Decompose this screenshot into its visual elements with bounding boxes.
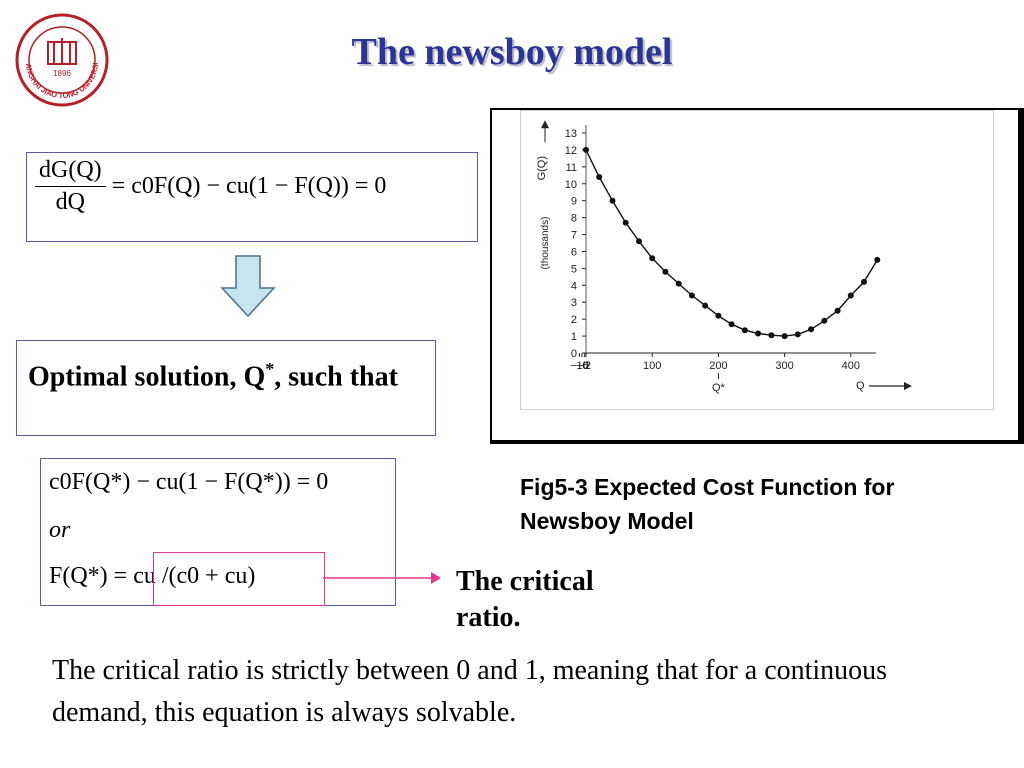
data-point xyxy=(728,321,735,328)
logo-year: 1896 xyxy=(53,69,71,78)
equation-line-2: or xyxy=(49,517,71,543)
page-title: The newsboy model xyxy=(351,31,673,73)
x-tick-label: 300 xyxy=(775,360,793,372)
data-point xyxy=(847,292,854,299)
optimal-text-before: Optimal solution, Q xyxy=(28,361,266,393)
optimal-solution-box xyxy=(16,340,436,436)
data-point xyxy=(715,312,722,319)
critical-equation-box: c0F(Q*) − cu(1 − F(Q*)) = 0 or F(Q*) = c… xyxy=(40,458,396,606)
data-point xyxy=(583,146,589,153)
x-axis-label: Q xyxy=(856,380,865,392)
x-tick-label: 0 xyxy=(583,360,589,372)
optimal-star: * xyxy=(265,359,275,379)
cost-curve xyxy=(585,149,878,337)
data-point xyxy=(781,333,788,340)
figure-plot-area: 0 1 2 3 4 5 6 7 8 9 10 11 12 13 −10 −6 −2 0 100 200 300 400 G(… xyxy=(520,110,994,410)
y-tick-label: 1 xyxy=(571,331,577,343)
y-tick-label: 2 xyxy=(571,314,577,326)
x-axis-arrow-head xyxy=(904,382,912,390)
university-logo: SHANGHAI JIAO TONG UNIVERSITY 1896 xyxy=(14,12,109,107)
data-point xyxy=(596,174,603,180)
derivative-equation: dG(Q) dQ = c0F(Q) − cu(1 − F(Q)) = 0 xyxy=(35,157,386,216)
x-tick-label: 400 xyxy=(842,360,860,372)
down-arrow-icon xyxy=(220,255,276,318)
y-tick-label: 3 xyxy=(571,297,577,309)
data-point xyxy=(609,197,616,204)
data-point xyxy=(675,280,682,287)
x-tick-label: 100 xyxy=(643,360,661,372)
equation-line-1: c0F(Q*) − cu(1 − F(Q*)) = 0 xyxy=(49,469,329,495)
data-point xyxy=(688,292,695,299)
data-point xyxy=(821,317,828,324)
equation-rhs: = c0F(Q) − cu(1 − F(Q)) = 0 xyxy=(111,173,387,199)
data-point xyxy=(768,332,775,339)
y-tick-label: 9 xyxy=(571,196,577,208)
data-point xyxy=(702,302,709,309)
data-point xyxy=(662,268,669,275)
fraction-denominator: dQ xyxy=(55,189,85,215)
explanation-paragraph: The critical ratio is strictly between 0… xyxy=(52,655,888,728)
y-axis-unit: (thousands) xyxy=(540,217,551,270)
y-tick-label: 8 xyxy=(571,213,577,225)
data-point xyxy=(649,255,656,262)
optimum-label: Q* xyxy=(712,382,726,394)
data-point xyxy=(755,330,762,337)
critical-ratio-label: The critical ratio. xyxy=(456,566,594,633)
derivative-equation-box: dG(Q) dQ = c0F(Q) − cu(1 − F(Q)) = 0 xyxy=(26,152,478,242)
y-axis-label: G(Q) xyxy=(536,156,548,180)
right-arrow-icon xyxy=(323,572,441,584)
data-point xyxy=(636,238,642,245)
y-tick-label: 4 xyxy=(571,280,577,292)
fraction-numerator: dG(Q) xyxy=(35,157,106,187)
y-tick-label: 7 xyxy=(571,230,577,242)
data-point xyxy=(861,278,867,285)
y-tick-label: 5 xyxy=(571,263,577,275)
data-point xyxy=(808,326,815,333)
data-point xyxy=(834,307,841,314)
y-tick-label: 0 xyxy=(571,348,577,360)
data-point xyxy=(874,256,881,263)
y-tick-label: 13 xyxy=(565,128,577,140)
derivative-fraction: dG(Q) dQ xyxy=(35,157,106,216)
y-tick-label: 6 xyxy=(571,246,577,258)
x-tick-label: 200 xyxy=(709,360,727,372)
optimal-solution-text: Optimal solution, Q*, such that xyxy=(28,350,428,396)
y-tick-label: 11 xyxy=(566,162,577,174)
figure-caption: Fig5-3 Expected Cost Function for Newsbo… xyxy=(520,474,895,534)
x-tick-label: −10 xyxy=(570,360,589,372)
x-tick-label: −2 xyxy=(578,360,591,372)
data-point xyxy=(741,327,748,334)
x-tick-label: −6 xyxy=(576,360,589,372)
equation-line-3: F(Q*) = cu /(c0 + cu) xyxy=(49,563,256,589)
y-tick-label: 12 xyxy=(565,145,577,157)
critical-ratio-highlight xyxy=(153,552,325,606)
data-point xyxy=(794,331,801,338)
y-tick-label: 10 xyxy=(565,179,577,191)
data-point xyxy=(622,219,629,226)
y-axis-arrow-head xyxy=(541,120,549,129)
optimal-text-after: , such that xyxy=(274,361,398,393)
